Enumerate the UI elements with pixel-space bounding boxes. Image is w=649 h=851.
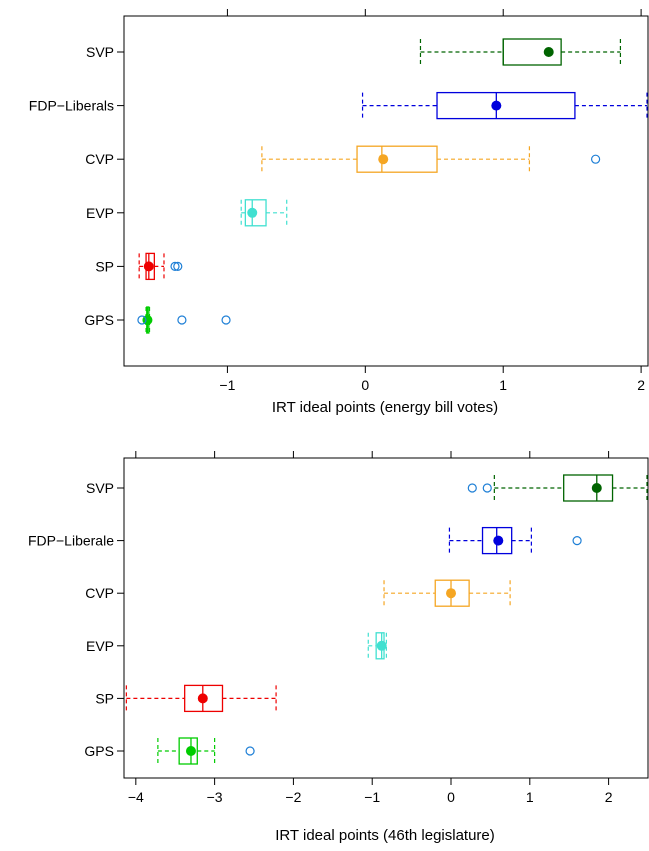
box-group (419, 38, 622, 66)
box-group (361, 91, 648, 120)
mean-point (591, 483, 602, 493)
plot-frame (123, 457, 649, 779)
mean-point (197, 693, 208, 704)
party-labels: SVP FDP−Liberale CVP EVP SP GPS (28, 480, 124, 759)
x-axis-label: IRT ideal points (46th legislature) (275, 827, 495, 844)
legislature-boxplot-panel: −4 −3 −2 −1 0 1 2 SVP FDP−Liberale CVP EVP SP GPS I… (28, 451, 649, 844)
plot-frame (123, 15, 649, 367)
box-group (448, 526, 582, 555)
outlier-point (482, 483, 492, 493)
party-label: GPS (84, 312, 114, 328)
x-axis: −4 −3 −2 −1 0 1 2 (128, 451, 613, 805)
mean-point (185, 746, 196, 756)
mean-point (376, 640, 387, 651)
x-tick-label: −1 (364, 789, 380, 805)
outlier-point (467, 483, 477, 493)
outlier-point (170, 261, 180, 271)
party-label: CVP (85, 151, 114, 167)
party-label: FDP−Liberale (28, 533, 114, 549)
mean-point (378, 154, 389, 165)
mean-point (491, 100, 502, 111)
outlier-point (245, 746, 255, 756)
x-axis: −1 0 1 2 (219, 9, 645, 393)
x-tick-label: 1 (526, 789, 534, 805)
party-label: SVP (86, 44, 114, 60)
box-group (467, 474, 648, 502)
box-group (138, 252, 183, 281)
energy-bill-boxplot-panel: −1 0 1 2 SVP FDP−Liberals CVP EVP SP GPS IRT ide… (29, 9, 649, 416)
x-tick-label: −2 (285, 789, 301, 805)
x-tick-label: 2 (605, 789, 613, 805)
box-iqr (563, 474, 614, 502)
party-label: CVP (85, 585, 114, 601)
party-labels: SVP FDP−Liberals CVP EVP SP GPS (29, 44, 124, 328)
party-label: EVP (86, 205, 114, 221)
box-group (157, 737, 255, 765)
box-iqr (436, 91, 576, 120)
x-tick-label: 0 (447, 789, 455, 805)
x-tick-label: −3 (207, 789, 223, 805)
party-label: SVP (86, 480, 114, 496)
party-label: GPS (84, 743, 114, 759)
x-tick-label: −1 (219, 377, 235, 393)
box-iqr (356, 145, 438, 173)
mean-point (446, 588, 457, 599)
party-label: FDP−Liberals (29, 98, 114, 114)
outlier-point (590, 154, 601, 164)
boxplot-marks (137, 38, 648, 334)
mean-point (143, 261, 154, 272)
outlier-point (572, 535, 582, 546)
boxplot-marks (125, 474, 648, 765)
box-group (261, 145, 601, 173)
mean-point (543, 47, 554, 57)
mean-point (247, 207, 258, 218)
x-tick-label: 1 (499, 377, 507, 393)
box-group (240, 199, 288, 227)
box-group (367, 632, 387, 660)
party-label: SP (95, 258, 114, 274)
box-group (137, 306, 231, 334)
box-group (383, 579, 511, 607)
box-group (125, 684, 277, 713)
party-label: EVP (86, 638, 114, 654)
outlier-point (137, 315, 147, 325)
outlier-point (177, 315, 187, 325)
x-tick-label: 2 (637, 377, 645, 393)
x-axis-label: IRT ideal points (energy bill votes) (272, 399, 498, 416)
mean-point (493, 535, 504, 546)
x-tick-label: −4 (128, 789, 144, 805)
x-tick-label: 0 (361, 377, 369, 393)
outlier-point (173, 261, 183, 271)
party-label: SP (95, 690, 114, 706)
outlier-point (221, 315, 231, 325)
